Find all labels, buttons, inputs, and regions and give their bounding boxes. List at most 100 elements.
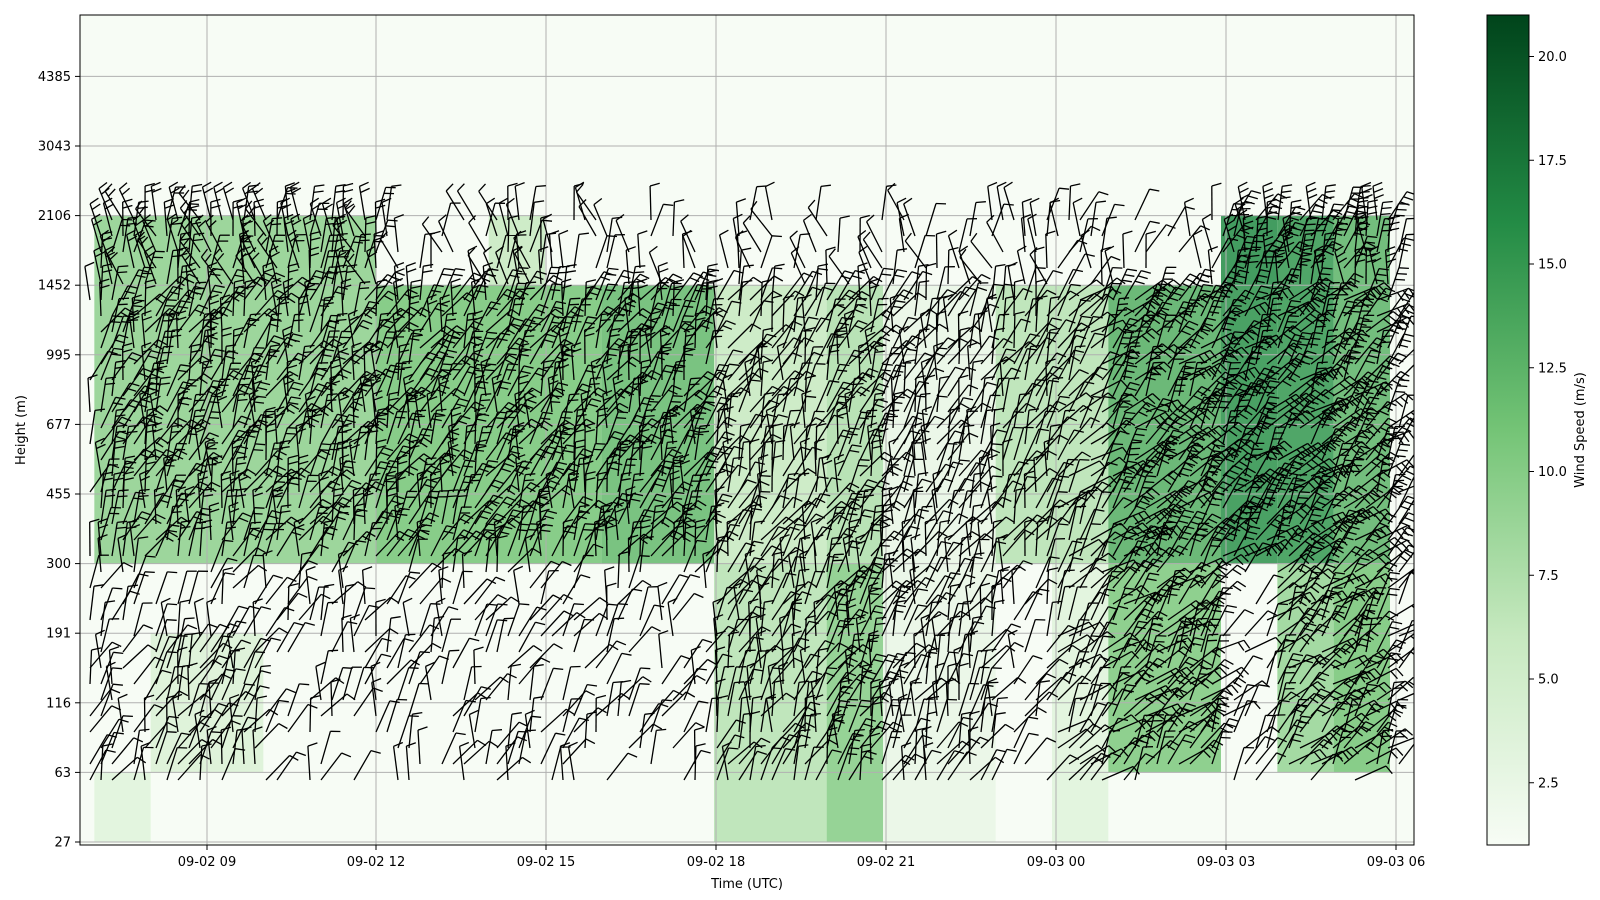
wind-barb-flag xyxy=(114,445,125,449)
wind-barb-shaft xyxy=(869,729,872,765)
wind-barb-flag xyxy=(287,358,298,363)
wind-barb-flag xyxy=(849,507,860,510)
wind-barb-shaft xyxy=(836,409,839,445)
wind-barb-flag xyxy=(390,616,401,619)
wind-barb-flag xyxy=(238,605,249,610)
wind-barb-flag xyxy=(310,230,321,235)
wind-barb-shaft xyxy=(386,618,392,653)
wind-barb-flag xyxy=(391,500,402,505)
wind-barb-flag xyxy=(561,433,572,436)
wind-barb-flag xyxy=(400,450,411,455)
wind-barb-flag xyxy=(305,422,316,428)
wind-barb-shaft xyxy=(361,570,366,605)
wind-barb-flag xyxy=(102,235,112,243)
wind-barb-flag xyxy=(480,399,491,402)
wind-barb-flag xyxy=(121,187,131,196)
wind-barb-flag xyxy=(455,732,466,736)
wind-barb-flag xyxy=(423,437,433,444)
wind-barb-flag xyxy=(194,309,205,315)
wind-barb-flag xyxy=(278,699,289,703)
wind-barb-flag xyxy=(309,197,320,205)
wind-barb-flag xyxy=(290,516,300,524)
wind-barb-flag xyxy=(235,247,243,257)
wind-barb-flag xyxy=(471,473,482,476)
wind-barb-flag xyxy=(272,283,282,290)
wind-barb-flag xyxy=(477,692,487,699)
wind-barb-flag xyxy=(167,571,178,574)
wind-barb-shaft xyxy=(353,587,366,621)
wind-barb-shaft xyxy=(456,190,476,221)
wind-barb-flag xyxy=(337,341,347,347)
wind-barb-flag xyxy=(166,694,177,699)
wind-barb-flag xyxy=(239,475,249,482)
wind-barb-flag xyxy=(212,455,223,459)
wind-barb-shaft xyxy=(221,748,236,781)
wind-barb-flag xyxy=(441,273,452,277)
wind-barb-flag xyxy=(104,183,113,192)
wind-barb-flag xyxy=(124,290,135,295)
wind-barb-flag xyxy=(410,285,421,289)
wind-barb-flag xyxy=(89,197,99,205)
wind-barb-flag xyxy=(268,515,279,520)
wind-barb-flag xyxy=(343,197,353,205)
wind-barb-flag xyxy=(186,384,197,387)
wind-barb-shaft xyxy=(441,650,450,685)
wind-barb-flag xyxy=(383,446,394,452)
wind-barb-flag xyxy=(284,379,294,385)
wind-barb-flag xyxy=(150,389,160,396)
wind-barb-flag xyxy=(123,477,134,481)
wind-barb-shaft xyxy=(397,634,407,669)
wind-barb-flag xyxy=(180,364,191,367)
wind-barb-flag xyxy=(324,348,335,352)
wind-barb-flag xyxy=(115,360,126,363)
wind-barb-flag xyxy=(254,204,264,209)
wind-barb-flag xyxy=(335,355,346,361)
wind-barb-shaft xyxy=(287,622,306,653)
wind-barb-flag xyxy=(236,488,247,491)
wind-barb-flag xyxy=(122,715,133,718)
wind-barb-flag xyxy=(248,205,256,215)
wind-barb-flag xyxy=(280,197,290,204)
wind-barb-flag xyxy=(238,392,249,396)
wind-barb-flag xyxy=(345,203,355,210)
wind-barb-flag xyxy=(364,378,375,381)
wind-barb-flag xyxy=(618,411,629,414)
wind-barb-flag xyxy=(650,395,661,397)
wind-barb-shaft xyxy=(155,674,180,701)
wind-barb-flag xyxy=(178,184,186,194)
wind-barb-flag xyxy=(440,300,451,305)
wind-barb-flag xyxy=(550,401,561,404)
wind-barb-flag xyxy=(199,481,210,487)
wind-barb-flag xyxy=(255,443,266,446)
wind-barb-shaft xyxy=(221,715,234,749)
wind-barb-flag xyxy=(343,465,354,469)
wind-barb-flag xyxy=(107,350,118,355)
wind-barb-flag xyxy=(446,312,457,316)
wind-barb-flag xyxy=(293,621,304,626)
wind-barb-shaft xyxy=(353,605,370,637)
wind-barb-flag xyxy=(240,230,249,238)
wind-barb-shaft xyxy=(254,698,258,733)
wind-barb-shaft xyxy=(342,540,357,573)
wind-barb-flag xyxy=(235,647,246,651)
wind-barb-flag xyxy=(449,427,460,433)
wind-barb-flag xyxy=(423,483,434,489)
wind-barb-flag xyxy=(164,204,175,209)
wind-barb-flag xyxy=(96,443,106,450)
wind-barb-flag xyxy=(223,181,233,188)
wind-barb-flag xyxy=(343,182,354,187)
wind-barb-flag xyxy=(296,751,307,757)
wind-barb-shaft xyxy=(375,700,391,733)
wind-barb-shaft xyxy=(405,746,410,781)
wind-barb-flag xyxy=(457,494,468,498)
wind-barb-flag xyxy=(189,427,200,430)
wind-barb-flag xyxy=(552,283,563,286)
wind-barb-flag xyxy=(362,566,373,571)
wind-barb-flag xyxy=(146,429,157,433)
wind-barb-shaft xyxy=(485,603,499,637)
wind-barb-flag xyxy=(616,417,627,420)
wind-barb-flag xyxy=(222,642,233,649)
wind-barb-flag xyxy=(526,281,537,284)
wind-barb-flag xyxy=(476,439,487,443)
wind-barb-shaft xyxy=(220,473,223,509)
